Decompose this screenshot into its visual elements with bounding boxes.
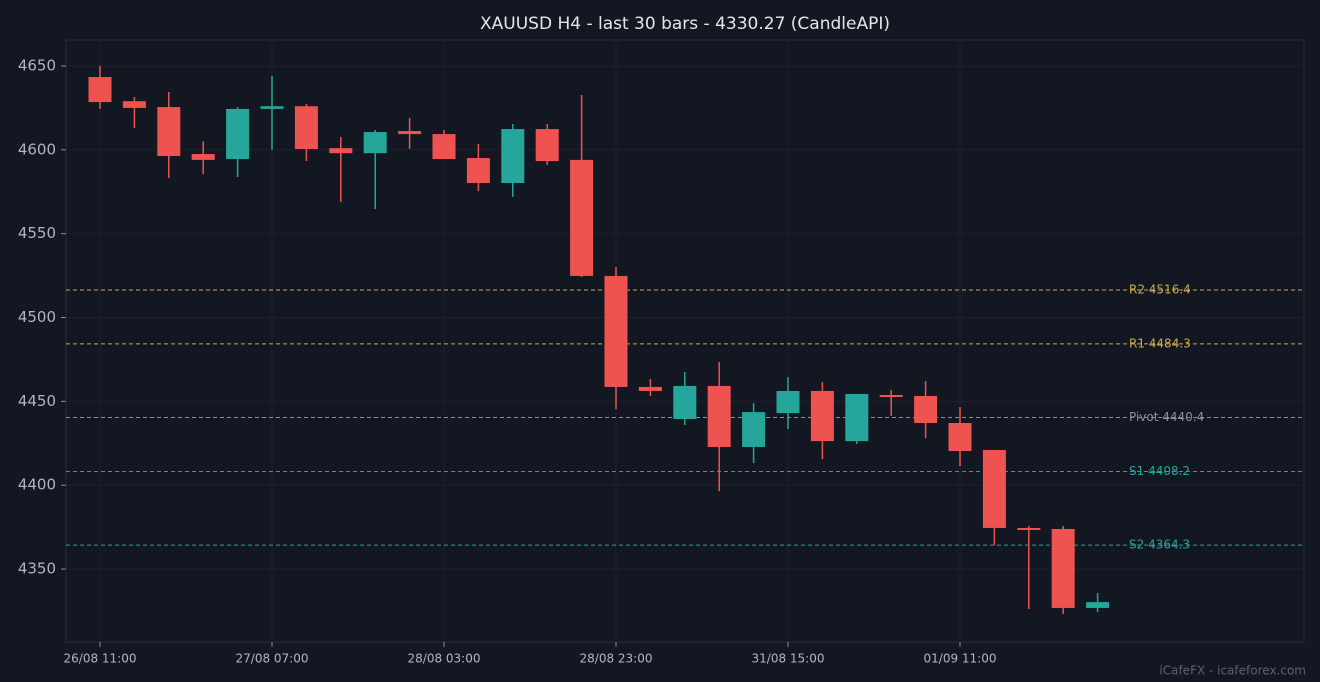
y-tick-label: 4450 bbox=[18, 392, 56, 410]
candle-body bbox=[879, 394, 903, 398]
candle-body bbox=[673, 385, 697, 419]
candle-body bbox=[363, 132, 387, 154]
x-tick-label: 26/08 11:00 bbox=[64, 652, 137, 666]
pivot-label: S1 4408.2 bbox=[1129, 464, 1190, 478]
y-tick-label: 4500 bbox=[18, 308, 56, 326]
candle-body bbox=[294, 106, 318, 149]
candle-body bbox=[88, 77, 112, 103]
candle-body bbox=[845, 393, 869, 442]
candle-body bbox=[260, 106, 284, 109]
y-tick-label: 4650 bbox=[18, 56, 56, 74]
footer: iCafeFX - icafeforex.com bbox=[1159, 664, 1306, 678]
pivot-label: R1 4484.3 bbox=[1129, 336, 1191, 350]
candle-body bbox=[604, 275, 628, 387]
candle-body bbox=[157, 107, 181, 157]
x-tick-label: 31/08 15:00 bbox=[752, 652, 825, 666]
candle-body bbox=[398, 131, 422, 135]
x-tick-label: 01/09 11:00 bbox=[924, 652, 997, 666]
candle-body bbox=[810, 390, 834, 442]
x-tick-label: 28/08 23:00 bbox=[580, 652, 653, 666]
pivot-label: S2 4364.3 bbox=[1129, 538, 1190, 552]
candle-body bbox=[226, 108, 250, 160]
candle-body bbox=[1017, 527, 1041, 530]
candle-body bbox=[535, 129, 559, 162]
candle-body bbox=[776, 390, 800, 414]
candle-body bbox=[466, 158, 490, 184]
x-tick-label: 28/08 03:00 bbox=[408, 652, 481, 666]
candle-body bbox=[501, 129, 525, 184]
pivot-label: R2 4516.4 bbox=[1129, 283, 1191, 297]
candle-body bbox=[329, 148, 353, 154]
candle-body bbox=[742, 412, 766, 447]
x-tick-label: 27/08 07:00 bbox=[236, 652, 309, 666]
y-tick-label: 4400 bbox=[18, 476, 56, 494]
candle-body bbox=[914, 396, 938, 423]
candle-body bbox=[638, 386, 662, 391]
plot-frame bbox=[65, 39, 1305, 643]
candle-body bbox=[982, 449, 1006, 528]
chart-title: XAUUSD H4 - last 30 bars - 4330.27 (Cand… bbox=[480, 14, 890, 34]
pivot-label: Pivot 4440.4 bbox=[1129, 410, 1204, 424]
y-tick-label: 4600 bbox=[18, 140, 56, 158]
candle-body bbox=[707, 385, 731, 447]
candle-body bbox=[1051, 528, 1075, 608]
candle-body bbox=[570, 159, 594, 276]
y-tick-label: 4350 bbox=[18, 560, 56, 578]
candle-body bbox=[432, 134, 456, 160]
candle-body bbox=[191, 154, 215, 160]
candle-body bbox=[1086, 602, 1110, 608]
y-tick-label: 4550 bbox=[18, 224, 56, 242]
candle-body bbox=[122, 101, 146, 108]
candle-body bbox=[948, 422, 972, 452]
